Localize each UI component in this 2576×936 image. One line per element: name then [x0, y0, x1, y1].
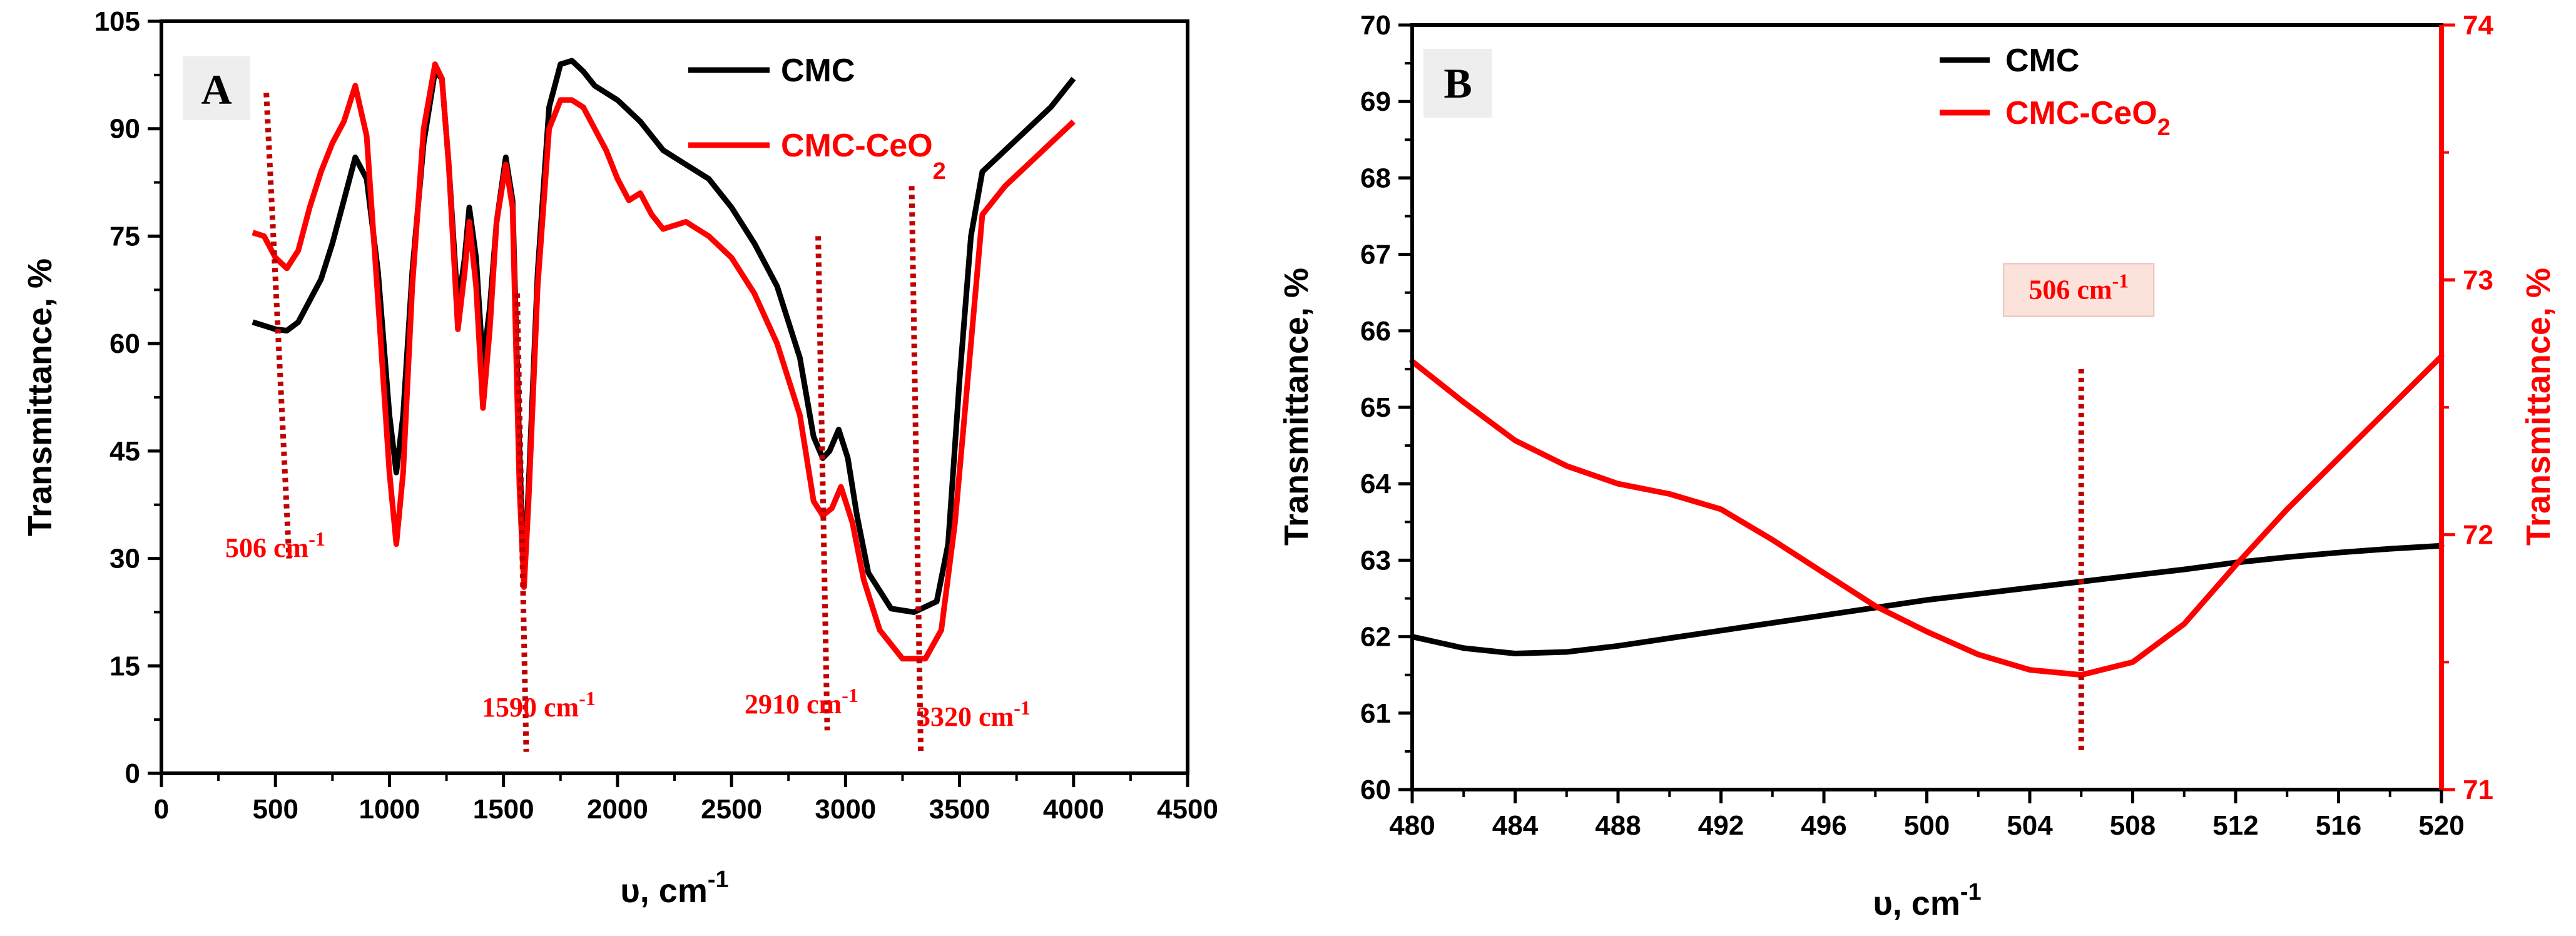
panel-b-right-tick-label: 71: [2463, 775, 2493, 805]
panel-b-x-tick-label: 492: [1698, 810, 1744, 841]
panel-a-legend-label-cmc-ceo2-text: CMC-CeO: [781, 128, 933, 164]
panel-a-x-tick-label: 4500: [1157, 794, 1218, 825]
panel-a-y-tick-label: 45: [109, 436, 140, 467]
panel-a-y-tick-label: 90: [109, 114, 140, 145]
panel-a-legend: CMC CMC-CeO2: [688, 53, 946, 185]
panel-a: 0 500 1000 1500 2000 2500 3000 3500 4000 4500 0 15 3…: [21, 6, 1218, 910]
panel-b-legend-label-cmc-ceo2-text: CMC-CeO: [2005, 95, 2157, 131]
panel-a-x-tick-label: 3000: [815, 794, 876, 825]
panel-b-legend-label-cmc-text: CMC: [2005, 43, 2079, 79]
panel-b-y-tick-label: 60: [1360, 775, 1391, 805]
panel-b-x-tick-label: 520: [2418, 810, 2464, 841]
panel-a-x-tick-label: 2000: [587, 794, 648, 825]
panel-a-annotation-guide: [263, 93, 292, 559]
panel-a-lines: [252, 58, 1076, 662]
panel-b-right-tick-label: 73: [2463, 265, 2493, 295]
panel-b-x-tick-label: 504: [2007, 810, 2053, 841]
panel-b-y-tick-label: 69: [1360, 86, 1391, 117]
panel-b-series-cmc-ceo2-line: [1409, 354, 2445, 678]
panel-b-y-tick-label: 68: [1360, 163, 1391, 193]
panel-a-annotation-label: 2910 cm-1: [745, 684, 858, 720]
panel-a-annotations: 506 cm-1 1590 cm-1 2910 cm-1 3320 cm-1: [225, 93, 1031, 752]
panel-a-annotation-label: 1590 cm-1: [482, 687, 596, 723]
panel-a-y-tick-label: 75: [109, 221, 140, 252]
panel-b-legend-label-cmc-ceo2: CMC-CeO2: [2005, 95, 2171, 141]
panel-a-annotation-guide: [815, 236, 830, 731]
panel-b: 480 484 488 492 496 500 504 508 512 516 520 60 61 62 6…: [1278, 10, 2557, 922]
panel-a-x-tick-label: 3500: [929, 794, 990, 825]
panel-b-y-tick-label: 63: [1360, 545, 1391, 576]
panel-b-right-tick-label: 72: [2463, 520, 2493, 551]
panel-a-series-cmc-line: [252, 58, 1076, 615]
panel-b-ticks: 480 484 488 492 496 500 504 508 512 516 520 60 61 62 6…: [1360, 10, 2493, 841]
panel-b-right-tick-label: 74: [2463, 10, 2493, 41]
panel-a-annotation-guide: [514, 293, 529, 752]
panel-b-x-tick-label: 500: [1904, 810, 1950, 841]
panel-a-legend-label-cmc-text: CMC: [781, 53, 855, 89]
panel-b-annotation-box: [2003, 263, 2155, 317]
panel-b-annotation-label: 506 cm-1: [2029, 269, 2129, 305]
panel-a-legend-label-cmc-ceo2-sub: 2: [933, 158, 946, 185]
panel-b-y-axis-title: Transmittance, %: [1278, 268, 1315, 546]
panel-a-plot-frame: [160, 19, 1189, 775]
panel-b-x-tick-label: 512: [2212, 810, 2258, 841]
panel-b-y-tick-label: 62: [1360, 622, 1391, 653]
panel-b-y-axis-title-right: Transmittance, %: [2520, 268, 2557, 546]
panel-b-x-axis-title-text: υ, cm: [1873, 885, 1960, 922]
panel-b-x-tick-label: 496: [1801, 810, 1846, 841]
panel-b-label-box: [1423, 49, 1492, 118]
panel-a-label: A: [201, 66, 232, 113]
panel-a-series-cmc-ceo2-line: [252, 61, 1076, 662]
panel-b-annotations: 506 cm-1: [2003, 263, 2155, 751]
panel-a-annotation-guide: [909, 186, 924, 752]
panel-a-x-tick-label: 4000: [1043, 794, 1104, 825]
panel-b-x-axis-title-sup: -1: [1960, 879, 1982, 905]
panel-a-y-tick-label: 30: [109, 544, 140, 574]
panel-b-x-axis-title: υ, cm-1: [1873, 879, 1981, 922]
panel-a-annotation-label: 3320 cm-1: [917, 696, 1031, 732]
panel-a-y-axis-title: Transmittance, %: [21, 258, 59, 536]
panel-b-series-cmc-line: [1409, 542, 2445, 656]
panel-a-x-tick-label: 1000: [359, 794, 420, 825]
panel-b-x-tick-label: 488: [1595, 810, 1641, 841]
panel-b-y-tick-label: 64: [1360, 469, 1391, 499]
panel-b-x-tick-label: 508: [2110, 810, 2156, 841]
panel-b-plot-frame: [1410, 23, 2443, 791]
panel-a-x-axis-title: υ, cm-1: [620, 867, 728, 910]
panel-b-y-tick-label: 65: [1360, 392, 1391, 423]
panel-b-y-tick-label: 70: [1360, 10, 1391, 41]
panel-a-x-tick-label: 500: [253, 794, 298, 825]
panel-a-x-tick-label: 0: [154, 794, 169, 825]
panel-a-x-axis-title-text: υ, cm: [620, 872, 707, 910]
panel-b-x-tick-label: 484: [1492, 810, 1539, 841]
panel-a-label-box: [183, 56, 250, 120]
panel-b-y-tick-label: 67: [1360, 240, 1391, 270]
panel-b-lines: [1409, 354, 2445, 678]
panel-a-legend-label-cmc-ceo2: CMC-CeO2: [781, 128, 946, 185]
panel-b-x-tick-label: 516: [2316, 810, 2361, 841]
panel-a-y-tick-label: 15: [109, 651, 140, 681]
panel-a-y-tick-label: 0: [125, 758, 140, 789]
panel-b-y-tick-label: 61: [1360, 698, 1391, 729]
panel-b-x-tick-label: 480: [1389, 810, 1435, 841]
panel-a-x-axis-title-sup: -1: [708, 867, 729, 893]
panel-b-legend-label-cmc: CMC: [2005, 43, 2079, 79]
panel-a-x-tick-label: 1500: [473, 794, 534, 825]
panel-b-y-tick-label: 66: [1360, 316, 1391, 347]
panel-a-ticks: 0 500 1000 1500 2000 2500 3000 3500 4000 4500 0 15 3…: [94, 6, 1218, 825]
panel-b-legend-label-cmc-ceo2-sub: 2: [2157, 114, 2171, 141]
panel-a-legend-label-cmc: CMC: [781, 53, 855, 89]
panel-a-annotation-label: 506 cm-1: [225, 527, 325, 563]
panel-b-legend: CMC CMC-CeO2: [1940, 43, 2171, 141]
panel-a-y-tick-label: 60: [109, 328, 140, 359]
panel-b-label: B: [1443, 59, 1472, 107]
panel-a-y-tick-label: 105: [94, 6, 140, 37]
panel-a-x-tick-label: 2500: [701, 794, 762, 825]
